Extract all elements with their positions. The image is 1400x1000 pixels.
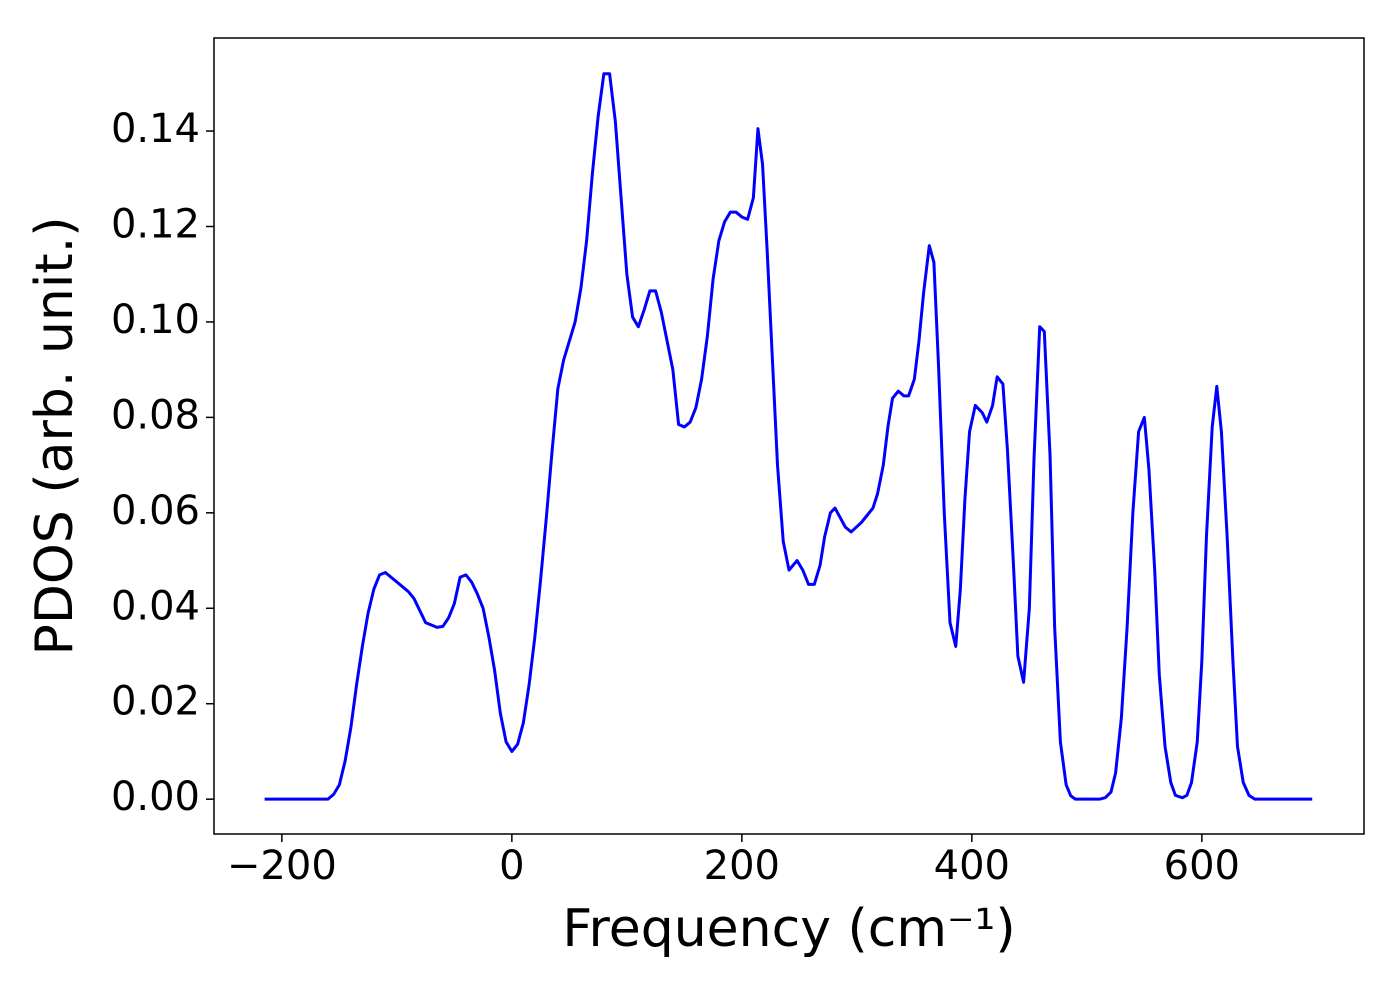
y-tick-label: 0.06 [111,488,200,534]
x-tick-label: 0 [499,843,524,889]
x-tick-label: 400 [934,843,1010,889]
y-tick-label: 0.00 [111,774,200,820]
y-tick-label: 0.12 [111,202,200,248]
x-tick-label: −200 [227,843,337,889]
data-line [264,72,1313,801]
y-tick-label: 0.02 [111,679,200,725]
x-axis-label: Frequency (cm⁻¹) [562,899,1015,959]
y-tick-label: 0.14 [111,106,200,152]
y-tick-label: 0.08 [111,392,200,438]
y-tick-label: 0.10 [111,297,200,343]
y-axis-label: PDOS (arb. unit.) [25,216,85,655]
y-tick-label: 0.04 [111,583,200,629]
x-tick-label: 600 [1164,843,1240,889]
plot-frame [213,37,1365,835]
x-tick-label: 200 [704,843,780,889]
